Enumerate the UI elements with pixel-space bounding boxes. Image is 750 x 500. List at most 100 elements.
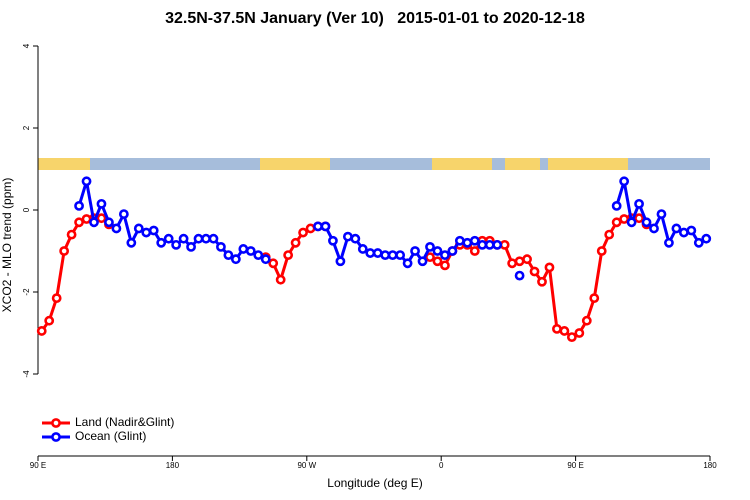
point — [148, 225, 159, 236]
point — [298, 227, 308, 238]
y-tick-label: 0 — [22, 207, 31, 212]
point — [566, 332, 577, 342]
point — [611, 217, 622, 228]
x-tick-label: 90 E — [567, 461, 583, 470]
point — [74, 200, 84, 211]
point — [492, 239, 503, 250]
point — [469, 246, 480, 256]
point — [686, 225, 697, 236]
point — [402, 258, 413, 269]
point — [469, 235, 480, 246]
point — [238, 244, 249, 254]
point — [357, 244, 368, 254]
point — [126, 237, 137, 248]
point — [432, 256, 443, 267]
legend-marker — [51, 418, 61, 428]
point — [417, 256, 428, 267]
point — [596, 246, 607, 256]
legend-label: Ocean (Glint) — [75, 429, 146, 443]
point — [425, 252, 435, 263]
point — [208, 233, 219, 244]
point — [701, 233, 712, 244]
point — [81, 214, 92, 224]
y-tick-label: -2 — [22, 288, 31, 296]
point — [634, 213, 644, 224]
point — [611, 200, 622, 211]
point — [656, 209, 667, 219]
point — [118, 209, 129, 219]
legend-label: Land (Nadir&Glint) — [75, 415, 174, 429]
point — [514, 270, 525, 281]
point — [514, 256, 525, 267]
point — [641, 217, 652, 228]
point — [671, 223, 682, 234]
point — [507, 258, 518, 269]
point — [81, 176, 92, 187]
point — [552, 323, 562, 334]
point — [260, 254, 271, 265]
y-tick-label: 4 — [22, 43, 31, 48]
point — [66, 229, 77, 240]
point — [574, 328, 585, 338]
chart-title: 32.5N-37.5N January (Ver 10) 2015-01-01 … — [165, 10, 585, 27]
point — [522, 254, 532, 265]
y-tick-label: 2 — [22, 125, 31, 130]
point — [477, 239, 488, 250]
point — [44, 315, 55, 326]
point — [253, 250, 264, 260]
point — [604, 229, 615, 240]
y-tick-label: -4 — [22, 370, 31, 378]
point — [230, 254, 241, 265]
point — [163, 233, 174, 244]
point — [320, 221, 331, 232]
point — [268, 258, 279, 269]
point — [559, 326, 570, 336]
point — [649, 223, 659, 234]
point — [141, 227, 152, 238]
point — [619, 176, 630, 187]
point — [328, 235, 338, 246]
point — [693, 237, 704, 248]
x-tick-label: 180 — [703, 461, 717, 470]
point — [186, 241, 196, 252]
x-tick-label: 0 — [439, 461, 444, 470]
point — [111, 223, 122, 234]
point — [529, 266, 540, 277]
point — [440, 250, 450, 260]
point — [74, 217, 84, 228]
point — [537, 276, 547, 287]
point — [283, 250, 294, 260]
point — [581, 315, 592, 326]
point — [201, 233, 211, 244]
legend-marker — [51, 432, 61, 442]
point — [290, 237, 301, 248]
point — [410, 246, 420, 256]
point — [245, 246, 256, 256]
point — [626, 217, 637, 228]
point — [216, 241, 226, 252]
point — [395, 250, 406, 260]
point — [178, 233, 189, 244]
point — [387, 250, 398, 260]
point — [365, 248, 376, 258]
x-tick-label: 90 W — [297, 461, 316, 470]
point — [342, 231, 353, 242]
point — [440, 260, 450, 271]
point — [350, 233, 361, 244]
point — [462, 237, 473, 248]
surface-strip — [38, 158, 710, 170]
point — [89, 217, 99, 228]
point — [305, 223, 316, 234]
point — [104, 217, 114, 228]
point — [544, 262, 555, 273]
point — [223, 250, 234, 260]
point — [193, 233, 204, 244]
point — [59, 246, 70, 256]
point — [380, 250, 391, 260]
point — [36, 326, 47, 336]
point — [133, 223, 144, 234]
point — [432, 246, 443, 256]
y-axis-label: XCO2 - MLO trend (ppm) — [0, 178, 14, 313]
point — [454, 235, 465, 246]
